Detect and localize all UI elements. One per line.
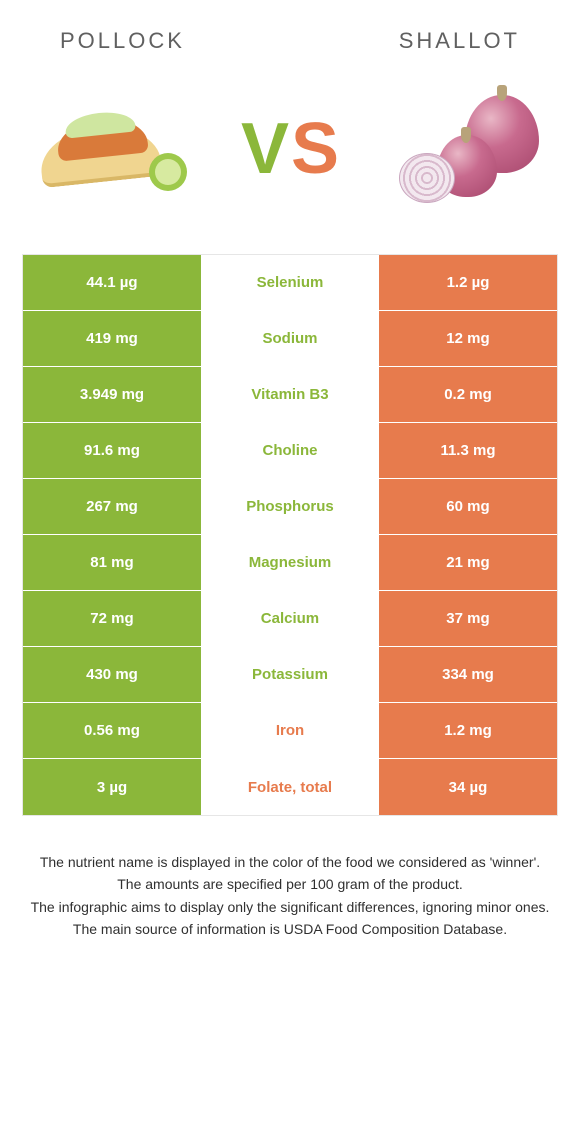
nutrient-label: Selenium <box>201 255 379 310</box>
table-row: 44.1 µgSelenium1.2 µg <box>23 255 557 311</box>
hero: V S <box>0 54 580 244</box>
nutrient-label: Phosphorus <box>201 479 379 534</box>
right-value: 37 mg <box>379 591 557 646</box>
header: Pollock Shallot <box>0 0 580 54</box>
left-value: 72 mg <box>23 591 201 646</box>
left-value: 81 mg <box>23 535 201 590</box>
right-value: 12 mg <box>379 311 557 366</box>
table-row: 72 mgCalcium37 mg <box>23 591 557 647</box>
nutrient-table: 44.1 µgSelenium1.2 µg419 mgSodium12 mg3.… <box>22 254 558 816</box>
right-food-image <box>390 89 550 209</box>
nutrient-label: Magnesium <box>201 535 379 590</box>
table-row: 419 mgSodium12 mg <box>23 311 557 367</box>
right-value: 11.3 mg <box>379 423 557 478</box>
left-food-image <box>30 89 190 209</box>
right-value: 0.2 mg <box>379 367 557 422</box>
left-value: 3.949 mg <box>23 367 201 422</box>
left-value: 0.56 mg <box>23 703 201 758</box>
nutrient-label: Vitamin B3 <box>201 367 379 422</box>
table-row: 3.949 mgVitamin B30.2 mg <box>23 367 557 423</box>
right-value: 334 mg <box>379 647 557 702</box>
right-value: 60 mg <box>379 479 557 534</box>
nutrient-label: Potassium <box>201 647 379 702</box>
right-value: 21 mg <box>379 535 557 590</box>
vs-s: S <box>291 113 339 185</box>
nutrient-label: Calcium <box>201 591 379 646</box>
left-value: 419 mg <box>23 311 201 366</box>
footer-line: The nutrient name is displayed in the co… <box>20 852 560 872</box>
nutrient-label: Folate, total <box>201 759 379 815</box>
right-title: Shallot <box>399 28 520 54</box>
footer-line: The main source of information is USDA F… <box>20 919 560 939</box>
footer-line: The infographic aims to display only the… <box>20 897 560 917</box>
shallot-icon <box>395 89 545 209</box>
taco-icon <box>35 109 185 189</box>
right-value: 1.2 µg <box>379 255 557 310</box>
table-row: 267 mgPhosphorus60 mg <box>23 479 557 535</box>
nutrient-label: Choline <box>201 423 379 478</box>
nutrient-label: Sodium <box>201 311 379 366</box>
left-value: 44.1 µg <box>23 255 201 310</box>
right-value: 1.2 mg <box>379 703 557 758</box>
left-value: 267 mg <box>23 479 201 534</box>
vs-label: V S <box>241 113 339 185</box>
left-value: 3 µg <box>23 759 201 815</box>
table-row: 3 µgFolate, total34 µg <box>23 759 557 815</box>
table-row: 81 mgMagnesium21 mg <box>23 535 557 591</box>
table-row: 430 mgPotassium334 mg <box>23 647 557 703</box>
table-row: 91.6 mgCholine11.3 mg <box>23 423 557 479</box>
left-title: Pollock <box>60 28 185 54</box>
vs-v: V <box>241 113 289 185</box>
right-value: 34 µg <box>379 759 557 815</box>
table-row: 0.56 mgIron1.2 mg <box>23 703 557 759</box>
footer-line: The amounts are specified per 100 gram o… <box>20 874 560 894</box>
nutrient-label: Iron <box>201 703 379 758</box>
left-value: 91.6 mg <box>23 423 201 478</box>
footer-notes: The nutrient name is displayed in the co… <box>20 852 560 939</box>
left-value: 430 mg <box>23 647 201 702</box>
